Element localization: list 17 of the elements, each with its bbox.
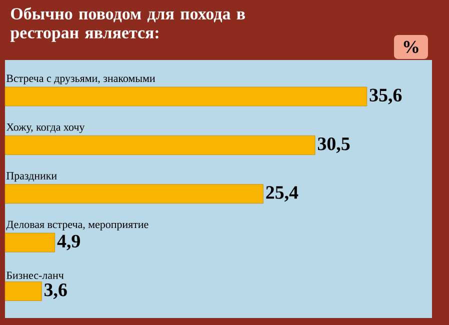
data-label: 30,5: [318, 137, 350, 153]
bar: [4, 232, 56, 252]
y-tick-label: Хожу, когда хочу: [6, 123, 85, 133]
bar: [4, 184, 264, 204]
x-axis-title: %: [404, 40, 418, 54]
y-tick-label: Бизнес-ланч: [6, 272, 64, 280]
y-tick-label: Праздники: [6, 172, 57, 182]
y-tick-label: Встреча с друзьями, знакомыми: [6, 74, 156, 84]
bar: [4, 135, 316, 155]
data-label: 3,6: [44, 284, 67, 299]
chart-title: Обычно поводом для похода в ресторан является:: [10, 7, 245, 42]
bar: [4, 86, 368, 106]
data-label: 25,4: [266, 186, 298, 202]
data-label: 35,6: [370, 88, 402, 104]
y-tick-label: Деловая встреча, мероприятие: [6, 220, 148, 230]
bar: [4, 282, 42, 301]
data-label: 4,9: [57, 234, 80, 250]
